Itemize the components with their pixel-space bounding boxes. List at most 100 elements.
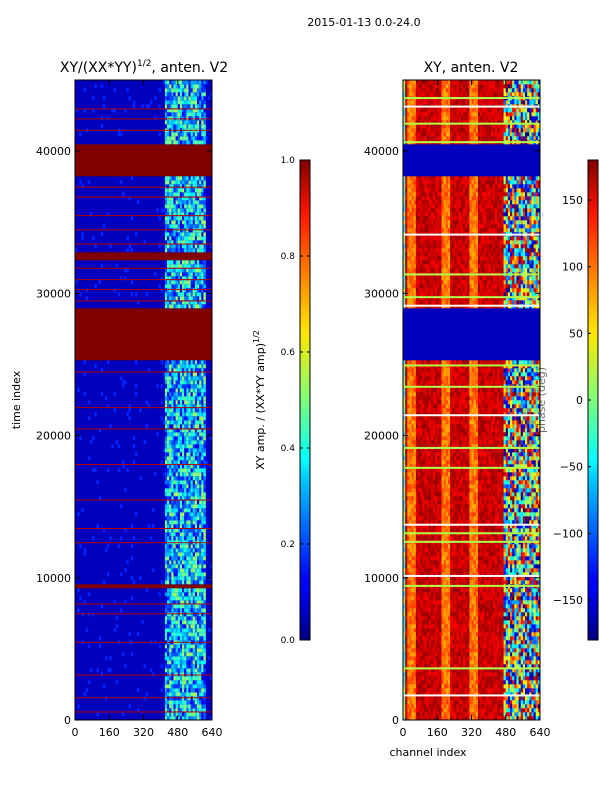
right-cell	[537, 656, 541, 661]
left-cell	[164, 684, 168, 689]
right-cell	[503, 644, 507, 649]
right-cell	[488, 640, 492, 645]
right-cell	[497, 648, 500, 653]
left-cell	[197, 516, 200, 521]
left-cell	[171, 608, 174, 613]
right-cell	[422, 704, 425, 709]
right-cell	[533, 664, 537, 669]
left-cell	[100, 672, 104, 677]
left-cell	[175, 552, 179, 557]
left-cell	[177, 680, 181, 685]
right-cell	[516, 700, 519, 705]
left-cell	[182, 532, 185, 537]
right-cell	[537, 700, 541, 705]
left-cell-row	[75, 204, 212, 209]
right-cell	[452, 672, 455, 677]
left-cell	[179, 112, 183, 117]
right-cell	[439, 696, 442, 701]
left-cell	[179, 372, 183, 377]
left-cell	[171, 464, 174, 469]
right-cell	[467, 608, 470, 613]
left-cell	[167, 204, 170, 209]
right-cell	[492, 656, 496, 661]
right-cell	[422, 608, 425, 613]
left-cell	[171, 524, 174, 529]
left-cell	[197, 492, 200, 497]
right-cell	[475, 636, 479, 641]
left-cell-row	[75, 476, 212, 481]
left-cell	[194, 416, 198, 421]
left-cell	[188, 480, 191, 485]
left-cell	[192, 688, 196, 693]
right-cell	[522, 684, 526, 689]
right-cell	[505, 696, 509, 701]
left-cell	[177, 136, 181, 141]
right-cell	[480, 676, 483, 681]
right-cell	[441, 668, 444, 673]
left-cell	[188, 248, 191, 253]
left-cell	[98, 428, 101, 433]
left-cell	[179, 672, 183, 677]
right-cell	[469, 612, 472, 617]
left-flag-line	[75, 697, 212, 699]
right-cell	[473, 632, 477, 637]
left-cell	[190, 276, 194, 281]
left-cell	[115, 264, 119, 269]
left-cell	[186, 108, 189, 113]
left-cell	[182, 280, 185, 285]
left-cell	[199, 468, 202, 473]
left-cell	[182, 684, 185, 689]
right-cell	[441, 672, 444, 677]
left-cell-row	[75, 540, 212, 545]
left-cell	[184, 140, 187, 145]
left-cell	[89, 440, 93, 445]
left-cell	[201, 212, 204, 217]
left-cell	[173, 664, 176, 669]
left-cell	[192, 484, 196, 489]
left-cell	[175, 476, 179, 481]
right-cell	[516, 664, 519, 669]
left-cell	[147, 104, 151, 109]
right-cell	[495, 676, 498, 681]
right-cell	[525, 656, 528, 661]
right-cell	[415, 600, 419, 605]
left-cell	[169, 500, 172, 505]
right-cell	[409, 652, 412, 657]
right-cell	[417, 636, 421, 641]
right-cell	[450, 624, 453, 629]
left-cell-row	[75, 556, 212, 561]
left-cell	[188, 544, 191, 549]
right-cell	[458, 632, 462, 637]
right-cell	[527, 656, 530, 661]
left-cell	[175, 520, 179, 525]
right-cell	[439, 640, 442, 645]
left-cell	[194, 508, 198, 513]
left-cell	[137, 708, 140, 713]
right-cell	[471, 676, 474, 681]
left-cell	[169, 616, 172, 621]
left-cell	[179, 608, 183, 613]
left-cell	[203, 440, 206, 445]
left-cell	[201, 656, 204, 661]
left-cell	[164, 576, 168, 581]
right-cell	[505, 712, 509, 717]
right-cell	[467, 684, 470, 689]
left-cell	[186, 248, 189, 253]
left-cell	[184, 464, 187, 469]
left-cell	[175, 580, 179, 585]
left-cell	[171, 484, 174, 489]
left-cell	[81, 184, 84, 189]
right-cell	[413, 628, 417, 633]
left-cell	[194, 232, 198, 237]
left-cell	[137, 200, 140, 205]
right-cell	[486, 648, 489, 653]
right-cell	[527, 692, 530, 697]
right-cell	[441, 604, 444, 609]
right-cell	[503, 712, 507, 717]
left-cell	[190, 268, 194, 273]
left-cell	[179, 516, 183, 521]
left-cell	[188, 372, 191, 377]
left-cell	[184, 700, 187, 705]
right-cell	[473, 684, 477, 689]
left-cell	[167, 496, 170, 501]
